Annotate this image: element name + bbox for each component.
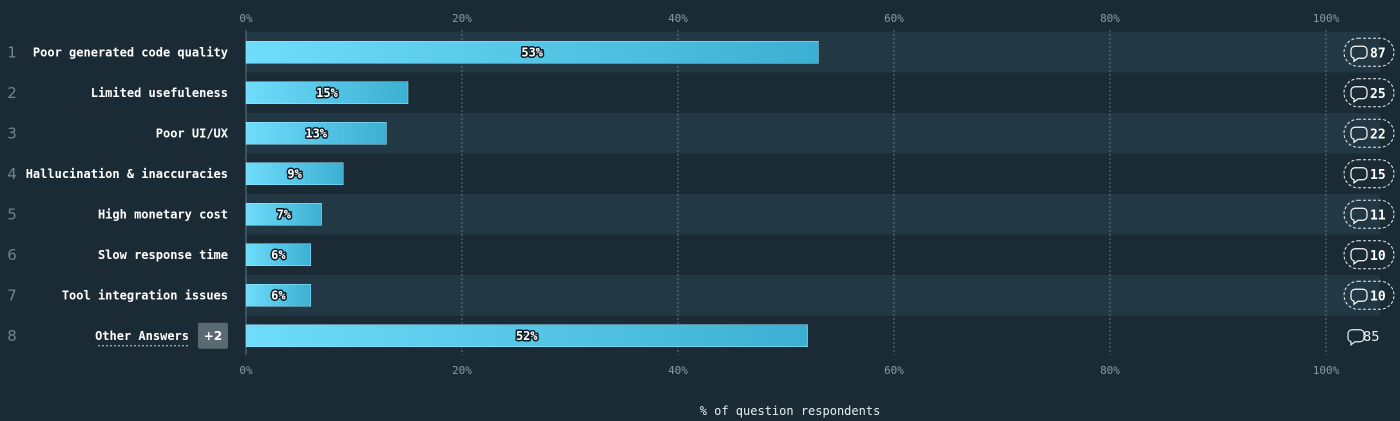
x-tick-label-bottom: 40% xyxy=(668,364,688,377)
speech-bubble-icon xyxy=(1350,207,1368,225)
bar-value-label: 15% xyxy=(316,86,338,100)
rank-number: 3 xyxy=(7,124,17,142)
category-label: Limited usefuleness xyxy=(91,86,228,100)
bar-value-label: 6% xyxy=(271,288,286,302)
speech-bubble-icon xyxy=(1350,167,1368,184)
x-tick-label-bottom: 0% xyxy=(239,364,253,377)
x-axis-label: % of question respondents xyxy=(700,404,881,418)
row-band xyxy=(246,113,1380,154)
other-extra-badge[interactable] xyxy=(198,322,228,349)
speech-bubble-icon xyxy=(1350,86,1368,103)
comment-count: 87 xyxy=(1370,46,1386,61)
other-answers-link[interactable]: Other Answers xyxy=(95,329,189,343)
comment-count: 10 xyxy=(1370,289,1386,304)
x-tick-label-top: 100% xyxy=(1313,12,1340,25)
bar-value-label: 7% xyxy=(277,207,292,221)
speech-bubble-icon xyxy=(1350,248,1368,265)
x-tick-label-bottom: 60% xyxy=(884,364,904,377)
bar[interactable] xyxy=(245,284,312,307)
row-band xyxy=(246,194,1380,235)
rank-number: 5 xyxy=(7,205,17,223)
comment-count: 11 xyxy=(1370,208,1386,223)
rank-number: 1 xyxy=(7,43,17,61)
rank-number: 4 xyxy=(7,165,17,183)
bar[interactable] xyxy=(245,162,344,185)
x-tick-label-top: 0% xyxy=(239,12,253,25)
x-tick-label-bottom: 80% xyxy=(1100,364,1120,377)
bar-value-label: 52% xyxy=(516,329,538,343)
x-tick-label-bottom: 20% xyxy=(452,364,472,377)
bar[interactable] xyxy=(245,203,322,226)
other-extra-badge-label: +2 xyxy=(204,329,222,343)
comment-count-pill[interactable] xyxy=(1343,280,1395,310)
comment-count: 15 xyxy=(1370,168,1386,183)
rank-number: 6 xyxy=(7,246,17,264)
comment-count: 22 xyxy=(1370,127,1386,142)
x-tick-label-top: 60% xyxy=(884,12,904,25)
category-label: Poor UI/UX xyxy=(156,126,229,140)
bar-value-label: 53% xyxy=(521,45,543,59)
bar[interactable] xyxy=(245,122,387,145)
speech-bubble-icon xyxy=(1350,288,1368,306)
comment-count-pill[interactable] xyxy=(1343,118,1395,148)
rank-number: 8 xyxy=(7,327,17,345)
category-label: Poor generated code quality xyxy=(33,45,228,59)
row-band xyxy=(246,275,1380,316)
comment-count: 25 xyxy=(1370,87,1386,102)
category-label: Tool integration issues xyxy=(62,288,228,302)
comment-count: 10 xyxy=(1370,249,1386,264)
bar[interactable] xyxy=(245,41,819,64)
category-label: Hallucination & inaccuracies xyxy=(26,167,228,181)
speech-bubble-icon xyxy=(1350,45,1368,63)
comment-count-pill[interactable] xyxy=(1343,240,1395,270)
x-tick-label-top: 80% xyxy=(1100,12,1120,25)
x-tick-label-bottom: 100% xyxy=(1313,364,1340,377)
comment-count-pill[interactable] xyxy=(1343,199,1395,229)
rank-number: 7 xyxy=(7,286,17,304)
comment-count-pill[interactable] xyxy=(1343,78,1395,108)
comment-count-pill[interactable] xyxy=(1343,159,1395,189)
bar[interactable] xyxy=(245,243,312,266)
bar-value-label: 9% xyxy=(287,167,302,181)
category-label: High monetary cost xyxy=(98,207,228,221)
category-label: Slow response time xyxy=(98,248,228,262)
x-tick-label-top: 40% xyxy=(668,12,688,25)
bar[interactable] xyxy=(245,81,409,104)
comment-count: 85 xyxy=(1363,330,1380,345)
speech-bubble-icon xyxy=(1347,329,1365,346)
x-tick-label-top: 20% xyxy=(452,12,472,25)
bar[interactable] xyxy=(245,324,808,347)
bar-value-label: 6% xyxy=(271,248,286,262)
speech-bubble-icon xyxy=(1350,126,1368,144)
rank-number: 2 xyxy=(7,84,17,102)
comment-count-pill[interactable] xyxy=(1343,37,1395,67)
bar-value-label: 13% xyxy=(305,126,327,140)
